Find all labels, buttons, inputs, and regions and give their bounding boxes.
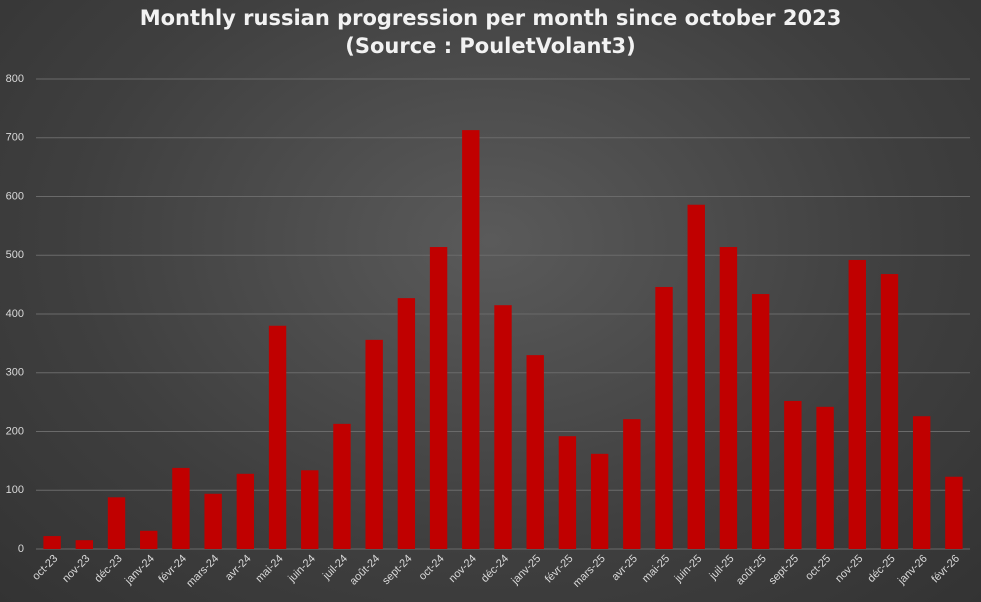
bar (655, 286, 673, 549)
y-tick-label: 300 (6, 367, 24, 379)
x-tick-label: nov-23 (60, 553, 92, 585)
y-tick-label: 500 (6, 249, 24, 261)
bar (784, 400, 802, 549)
x-tick-label: mai-24 (253, 553, 285, 585)
bar (719, 247, 738, 549)
bar (204, 493, 222, 549)
x-tick-label: déc-25 (865, 553, 897, 585)
bar (590, 453, 609, 549)
bar (687, 204, 705, 549)
x-tick-label: déc-23 (92, 553, 124, 585)
bar (140, 530, 158, 549)
x-tick-label: nov-24 (447, 553, 479, 585)
x-tick-label: juin-24 (285, 553, 318, 586)
bar (268, 325, 287, 549)
x-tick-label: janv-24 (122, 553, 157, 588)
bar (623, 419, 641, 549)
x-tick-label: oct-24 (417, 553, 447, 583)
x-tick-label: mars-25 (571, 553, 608, 590)
bar (397, 298, 416, 549)
bar (43, 536, 61, 549)
bar (333, 423, 351, 549)
x-tick-label: juil-25 (707, 553, 737, 583)
y-tick-label: 200 (6, 425, 24, 437)
x-tick-label: août-25 (734, 553, 769, 588)
bar (107, 497, 126, 549)
x-tick-label: mai-25 (640, 553, 672, 585)
bar (75, 540, 94, 549)
x-tick-label: avr-25 (609, 553, 640, 584)
bar (526, 355, 544, 549)
bar (880, 274, 899, 549)
bar (462, 130, 480, 550)
bar (751, 294, 770, 549)
bar (945, 476, 963, 549)
y-tick-label: 0 (18, 543, 24, 555)
bar (236, 473, 255, 549)
y-tick-label: 600 (6, 190, 24, 202)
bar (429, 247, 448, 549)
x-tick-label: avr-24 (223, 553, 254, 584)
bar (816, 406, 834, 549)
bar (172, 467, 190, 549)
x-tick-label: oct-25 (803, 553, 833, 583)
y-tick-label: 100 (6, 484, 24, 496)
bar (912, 416, 931, 549)
y-tick-label: 700 (6, 132, 24, 144)
x-tick-label: sept-24 (380, 553, 414, 587)
x-tick-label: juin-25 (672, 553, 705, 586)
x-tick-label: déc-24 (479, 553, 511, 585)
x-tick-label: mars-24 (184, 553, 221, 590)
bar (494, 305, 512, 549)
x-tick-label: juil-24 (320, 553, 350, 583)
bar (848, 259, 866, 549)
x-tick-label: janv-25 (509, 553, 544, 588)
x-tick-label: oct-23 (30, 553, 60, 583)
x-tick-label: sept-25 (767, 553, 801, 587)
bar (301, 470, 319, 549)
x-tick-label: févr-26 (929, 553, 962, 586)
x-tick-label: janv-26 (895, 553, 930, 588)
bar (365, 339, 383, 549)
x-tick-label: août-24 (347, 553, 382, 588)
chart-title: Monthly russian progression per month si… (139, 6, 842, 58)
bar (558, 436, 577, 549)
y-tick-label: 800 (6, 73, 24, 85)
x-tick-label: nov-25 (833, 553, 865, 585)
y-tick-label: 400 (6, 308, 24, 320)
